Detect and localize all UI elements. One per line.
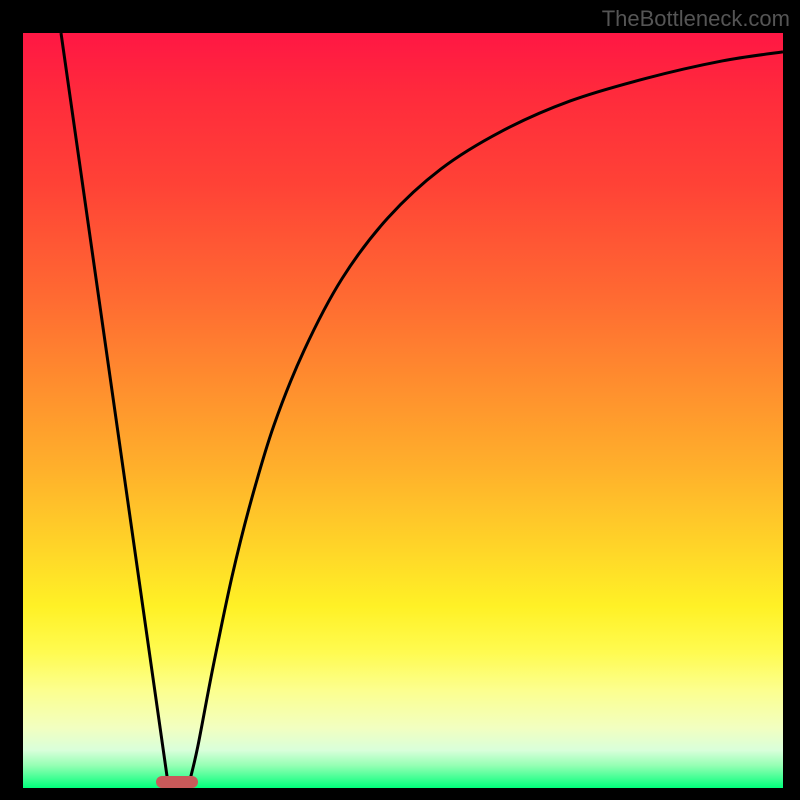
plot-area [23,33,783,788]
curve-svg [23,33,783,788]
curve-right-branch [190,52,783,779]
optimal-range-marker [156,776,198,788]
curve-left-branch [61,33,167,779]
watermark-text: TheBottleneck.com [602,6,790,32]
bottleneck-chart-root: TheBottleneck.com [0,0,800,800]
